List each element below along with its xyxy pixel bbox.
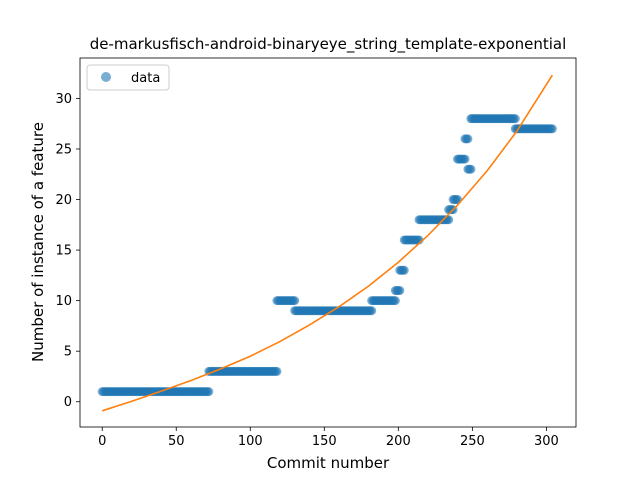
legend-label-data: data (131, 71, 160, 86)
data-point (272, 366, 282, 376)
y-axis-ticks: 0 5 10 15 20 25 30 (55, 92, 80, 410)
data-point (463, 134, 473, 144)
data-point (466, 164, 476, 174)
data-point (395, 286, 405, 296)
y-tick-label: 0 (64, 395, 72, 410)
legend: data (86, 64, 170, 91)
plot-area (97, 74, 557, 412)
x-tick-label: 300 (534, 434, 559, 449)
data-point (460, 154, 470, 164)
data-point (290, 296, 300, 306)
data-point (399, 265, 409, 275)
y-tick-label: 25 (55, 142, 72, 157)
x-axis-ticks: 0 50 100 150 200 250 300 (98, 427, 559, 449)
x-tick-label: 200 (386, 434, 411, 449)
data-point (510, 114, 520, 124)
x-tick-label: 150 (312, 434, 337, 449)
x-tick-label: 0 (98, 434, 106, 449)
y-tick-label: 10 (55, 294, 72, 309)
y-tick-label: 5 (64, 345, 72, 360)
y-tick-label: 30 (55, 92, 72, 107)
data-point (453, 195, 463, 205)
x-tick-label: 50 (168, 434, 185, 449)
y-axis-label: Number of instance of a feature (29, 122, 47, 362)
data-point (367, 306, 377, 316)
fit-series-line (101, 74, 553, 412)
legend-marker-data (101, 72, 111, 82)
axes-frame (79, 57, 577, 428)
data-point (547, 124, 557, 134)
x-axis-label: Commit number (267, 454, 390, 472)
y-tick-label: 15 (55, 244, 72, 259)
data-point (204, 387, 214, 397)
chart-title: de-markusfisch-android-binaryeye_string_… (90, 35, 567, 54)
x-tick-label: 100 (238, 434, 263, 449)
data-point (390, 296, 400, 306)
y-tick-label: 20 (55, 193, 72, 208)
x-tick-label: 250 (460, 434, 485, 449)
legend-box (86, 64, 170, 91)
